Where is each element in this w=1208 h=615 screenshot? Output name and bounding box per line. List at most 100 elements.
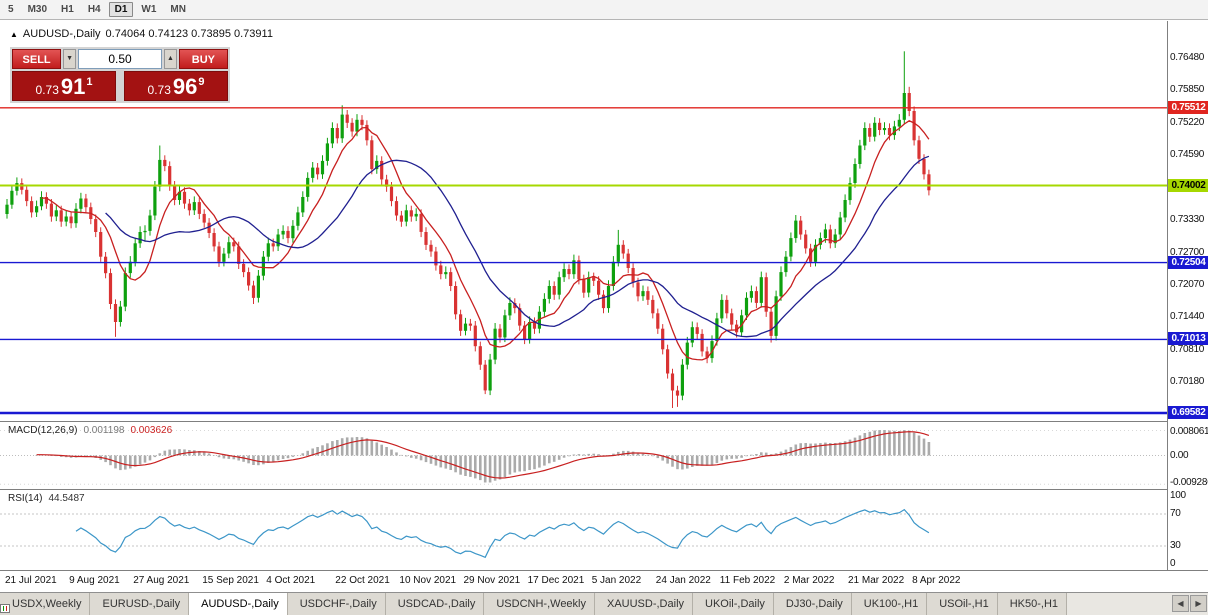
volume-increase-button[interactable]: ▲ — [164, 49, 177, 69]
chart-tab-label: USDX,Weekly — [12, 598, 82, 610]
price-axis-tick: 0.71440 — [1170, 311, 1205, 323]
chart-tab-dj30[interactable]: DJ30-,Daily — [0, 593, 852, 615]
chart-tab-usdchf[interactable]: USDCHF-,Daily — [0, 593, 386, 615]
chart-tab-eurusd[interactable]: EURUSD-,Daily — [0, 593, 190, 615]
tab-scroll-arrows: ◀ ▶ — [1172, 595, 1207, 612]
rsi-axis-tick: 30 — [1170, 540, 1181, 551]
price-axis-tick: 0.70180 — [1170, 376, 1205, 388]
pane-separator[interactable] — [0, 489, 1208, 490]
price-axis-tick: 0.75220 — [1170, 116, 1205, 128]
date-axis-label: 24 Jan 2022 — [655, 575, 711, 586]
macd-value-main: 0.001198 — [83, 425, 125, 436]
pane-separator[interactable] — [0, 421, 1208, 422]
date-axis-label: 29 Nov 2021 — [463, 575, 521, 586]
chart-tab-label: HK50-,H1 — [1009, 598, 1059, 610]
date-axis-label: 27 Aug 2021 — [133, 575, 190, 586]
price-axis-tick: 0.75850 — [1170, 84, 1205, 96]
timeframe-button-mn[interactable]: MN — [170, 4, 186, 15]
macd-label: MACD(12,26,9) 0.001198 0.003626 — [8, 425, 172, 436]
buy-price-prefix: 0.73 — [147, 82, 171, 97]
chart-tab-label: USDCAD-,Daily — [397, 598, 476, 610]
volume-decrease-button[interactable]: ▼ — [63, 49, 76, 69]
rsi-label: RSI(14) 44.5487 — [8, 493, 85, 504]
pane-separator — [0, 570, 1208, 571]
buy-price-point: 9 — [198, 76, 205, 88]
timeframe-button-5[interactable]: 5 — [8, 4, 14, 15]
date-axis-label: 11 Feb 2022 — [719, 575, 776, 586]
chart-tab-label: DJ30-,Daily — [785, 598, 843, 610]
date-axis-label: 21 Mar 2022 — [848, 575, 905, 586]
date-axis-label: 2 Mar 2022 — [783, 575, 835, 586]
chart-tab-usdcad[interactable]: USDCAD-,Daily — [0, 593, 485, 615]
chart-ohlc-values: 0.74064 0.74123 0.73895 0.73911 — [105, 28, 273, 40]
price-line-badge: 0.74002 — [1168, 178, 1208, 192]
chart-tab-uk100[interactable]: UK100-,H1 — [0, 593, 928, 615]
price-axis-tick: 0.70810 — [1170, 343, 1205, 355]
sell-price-pips: 91 — [60, 74, 86, 100]
date-axis-label: 22 Oct 2021 — [335, 575, 390, 586]
date-axis-label: 10 Nov 2021 — [399, 575, 457, 586]
timeframe-button-group: 5 M30 H1 H4 D1 W1 MN — [2, 2, 192, 17]
price-line-badge: 0.71013 — [1168, 332, 1208, 346]
buy-button[interactable]: BUY — [178, 49, 228, 69]
macd-axis-tick: -0.009286 — [1170, 477, 1208, 489]
chart-tab-ukoil[interactable]: UKOil-,Daily — [0, 593, 774, 615]
chart-tab-label: AUDUSD-,Daily — [201, 598, 279, 610]
trade-widget-controls: SELL ▼ ▲ BUY — [12, 49, 228, 69]
timeframe-button-m30[interactable]: M30 — [27, 4, 48, 15]
trade-widget-prices: 0.73 91 1 0.73 96 9 — [12, 71, 228, 101]
chart-tab-label: UKOil-,Daily — [705, 598, 765, 610]
chart-symbol-label: AUDUSD-,Daily — [22, 28, 101, 40]
sell-price-display[interactable]: 0.73 91 1 — [12, 71, 116, 101]
price-line-badge: 0.69582 — [1168, 406, 1208, 419]
chart-tab-label: UK100-,H1 — [863, 598, 919, 610]
price-axis[interactable]: 0.764800.758500.752200.745900.739600.733… — [1167, 21, 1208, 570]
chart-tab-label: EURUSD-,Daily — [102, 598, 181, 610]
macd-axis-tick: 0.008061 — [1170, 425, 1208, 437]
macd-value-signal: 0.003626 — [130, 425, 173, 436]
sell-button[interactable]: SELL — [12, 49, 62, 69]
tab-scroll-left-button[interactable]: ◀ — [1172, 595, 1189, 612]
price-line-badge: 0.75512 — [1168, 100, 1208, 114]
rsi-indicator-canvas — [0, 508, 1167, 559]
price-line-badge: 0.72504 — [1168, 255, 1208, 269]
sell-price-prefix: 0.73 — [35, 82, 59, 97]
timeframe-button-h4[interactable]: H4 — [87, 4, 101, 15]
date-axis[interactable]: 21 Jul 2021 9 Aug 2021 27 Aug 2021 15 Sep 2… — [0, 571, 1167, 591]
date-axis-label: 5 Jan 2022 — [591, 575, 642, 586]
date-axis-label: 15 Sep 2021 — [202, 575, 259, 586]
rsi-axis-tick: 0 — [1170, 558, 1176, 569]
macd-name: MACD(12,26,9) — [8, 425, 78, 436]
uptick-arrow-icon: ▲ — [10, 29, 18, 39]
date-axis-label: 9 Aug 2021 — [69, 575, 120, 586]
chart-tab-label: USOil-,H1 — [939, 598, 989, 610]
rsi-axis-tick: 70 — [1170, 508, 1181, 519]
buy-price-display[interactable]: 0.73 96 9 — [124, 71, 228, 101]
timeframe-button-w1[interactable]: W1 — [141, 4, 157, 15]
chart-tab-label: USDCHF-,Daily — [299, 598, 377, 610]
price-chart-canvas[interactable] — [0, 21, 1167, 421]
volume-input[interactable] — [78, 49, 162, 69]
timeframe-toolbar: 5 M30 H1 H4 D1 W1 MN — [0, 0, 1208, 20]
rsi-value: 44.5487 — [48, 493, 85, 504]
timeframe-button-h1[interactable]: H1 — [61, 4, 74, 15]
buy-price-pips: 96 — [172, 74, 198, 100]
macd-axis-tick: 0.00 — [1170, 449, 1189, 461]
date-axis-label: 4 Oct 2021 — [266, 575, 316, 586]
chart-tab-label: USDCNH-,Weekly — [496, 598, 586, 610]
macd-indicator-canvas — [0, 430, 1167, 485]
chart-tab-audusd[interactable]: AUDUSD-,Daily — [0, 593, 288, 615]
spin-up-icon: ▲ — [166, 55, 174, 62]
chart-tab-usdcnh[interactable]: USDCNH-,Weekly — [0, 593, 595, 615]
chart-tab-usdx[interactable]: USDX,Weekly — [0, 593, 91, 615]
price-axis-tick: 0.76480 — [1170, 52, 1205, 63]
chart-tab-usoil[interactable]: USOil-,H1 — [0, 593, 998, 615]
chart-tab-xauusd[interactable]: XAUUSD-,Daily — [0, 593, 694, 615]
rsi-name: RSI(14) — [8, 493, 43, 504]
timeframe-button-d1[interactable]: D1 — [108, 2, 134, 17]
tab-scroll-right-button[interactable]: ▶ — [1190, 595, 1207, 612]
sell-price-point: 1 — [86, 76, 93, 88]
chart-tab-hk50[interactable]: HK50-,H1 — [0, 593, 1068, 615]
